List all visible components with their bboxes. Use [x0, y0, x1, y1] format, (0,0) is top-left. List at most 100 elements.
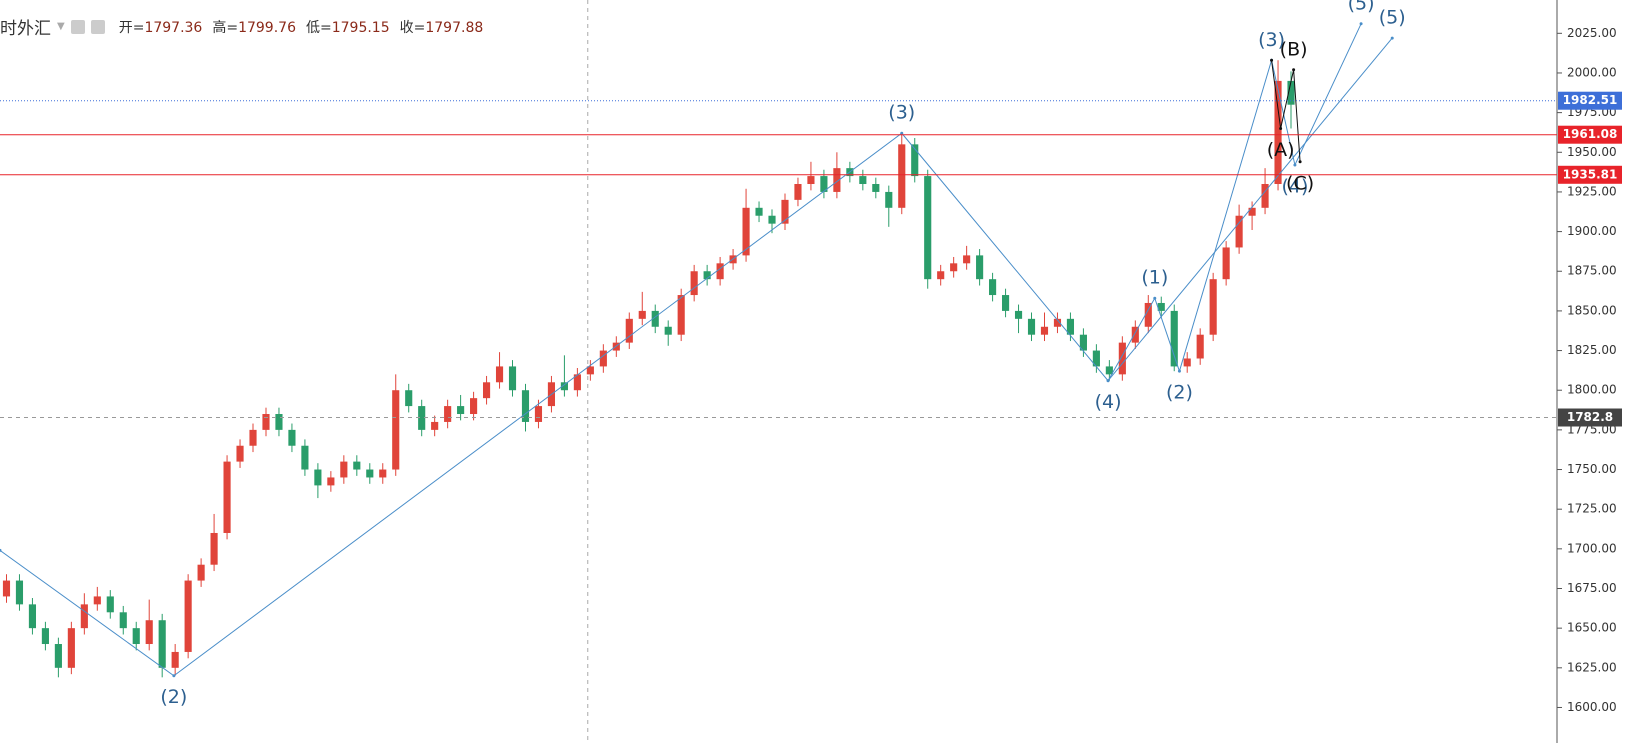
candle-body	[885, 191, 893, 208]
candle-body	[859, 176, 867, 185]
candle-body	[392, 390, 400, 470]
ohlc-label: 低=	[305, 19, 332, 36]
wave-label: (2)	[160, 686, 187, 708]
candle-body	[457, 406, 465, 415]
candle-body	[327, 477, 335, 486]
price-tag	[1558, 165, 1622, 184]
candle-body	[418, 406, 426, 430]
candle-body	[794, 184, 802, 200]
ohlc-value: 1797.36	[144, 19, 203, 36]
candle-body	[1105, 366, 1113, 375]
dropdown[interactable]: ▼	[57, 21, 65, 32]
ohlc-value: 1799.76	[238, 19, 296, 36]
candle-body	[1183, 358, 1191, 367]
candle-body	[366, 469, 374, 478]
y-tick-label: 1625.00	[1567, 660, 1617, 674]
candle-body	[924, 176, 932, 280]
wave-label: (4)	[1095, 391, 1122, 413]
price-tag-label: 1982.51	[1563, 93, 1618, 107]
candle-body	[1144, 302, 1152, 327]
symbol[interactable]: 时外汇	[0, 19, 51, 39]
y-tick-label: 2025.00	[1567, 26, 1617, 40]
y-tick-label: 1700.00	[1567, 541, 1617, 555]
candle-body	[1131, 326, 1139, 343]
wave-label: (3)	[1258, 29, 1285, 51]
candle-body	[1014, 310, 1023, 319]
price-tag	[1558, 125, 1622, 144]
candle-body	[703, 271, 711, 280]
wave-point	[1279, 126, 1283, 130]
candle-body	[1053, 318, 1062, 327]
candle-body	[41, 628, 49, 645]
wave-label: (2)	[1166, 382, 1193, 404]
candle-body	[106, 596, 114, 613]
candle-body	[1001, 295, 1010, 311]
settings-icon[interactable]	[90, 19, 105, 34]
candle-body	[963, 255, 971, 264]
candle-body	[2, 580, 11, 597]
candle-body	[573, 374, 581, 391]
candle-body	[431, 421, 439, 430]
candle-body	[872, 184, 880, 192]
ohlc-items: 开=1797.36 高=1799.76 低=1795.15 收=1797.88	[119, 17, 494, 37]
wave-point	[1292, 68, 1296, 72]
ohlc-label: 收=	[399, 19, 426, 36]
candle-body	[158, 620, 166, 668]
price-tag-label: 1961.08	[1563, 127, 1618, 141]
y-tick-label: 1925.00	[1567, 184, 1617, 198]
candle-body	[677, 295, 685, 335]
wave-label: (C)	[1286, 172, 1314, 194]
price-tag-label: 1935.81	[1563, 167, 1618, 181]
candle-body	[301, 445, 309, 470]
ohlc-label: 高=	[212, 19, 239, 36]
candle-body	[586, 366, 594, 375]
candle-body	[989, 279, 997, 296]
ohlc-label: 开=	[118, 19, 145, 36]
candle-body	[262, 414, 270, 430]
candle-body	[521, 390, 530, 422]
wave-point	[1359, 22, 1363, 26]
candle-body	[560, 382, 568, 391]
y-tick-label: 1725.00	[1567, 502, 1617, 516]
candle-body	[28, 604, 37, 629]
wave-label: (5)	[1348, 0, 1375, 14]
wave-label: (B)	[1280, 38, 1308, 60]
wave-point	[1177, 369, 1181, 373]
candle-body	[1274, 80, 1282, 185]
candle-body	[755, 207, 763, 216]
wave-point	[1298, 160, 1302, 164]
price-tag-label: 1782.8	[1567, 410, 1613, 424]
candle-body	[1209, 279, 1217, 335]
candle-body	[1261, 184, 1269, 208]
candle-body	[638, 310, 646, 319]
candle-body	[236, 445, 244, 462]
price-tag	[1558, 91, 1622, 110]
candle-body	[93, 596, 101, 605]
y-tick-label: 1900.00	[1567, 224, 1617, 238]
wave-label: (1)	[1141, 267, 1168, 289]
candle-body	[495, 366, 504, 383]
candle-body	[184, 580, 192, 652]
candle-body	[197, 564, 205, 581]
candle-body	[690, 271, 698, 296]
candle-body	[534, 406, 543, 422]
candle-body	[1248, 207, 1256, 216]
candle-body	[223, 461, 231, 533]
candle-body	[249, 429, 257, 446]
candle-body	[119, 612, 127, 629]
candle-body	[1079, 334, 1087, 351]
candle-body	[288, 429, 296, 446]
y-tick-label: 1750.00	[1567, 462, 1617, 476]
wave-label: (5)	[1379, 7, 1406, 29]
candle-body	[1170, 310, 1178, 367]
candle-body	[275, 414, 283, 430]
header: 时外汇 ▼ 开=1797.36 高=1799.76 低=1795.15 收=1797.…	[0, 14, 493, 39]
candle-body	[1066, 318, 1075, 335]
candle-body	[353, 461, 361, 470]
wave-point	[1270, 58, 1274, 62]
candle-body	[314, 469, 322, 486]
candle-body	[820, 176, 828, 192]
candle-body	[132, 628, 140, 645]
settings-icon[interactable]	[70, 19, 85, 34]
